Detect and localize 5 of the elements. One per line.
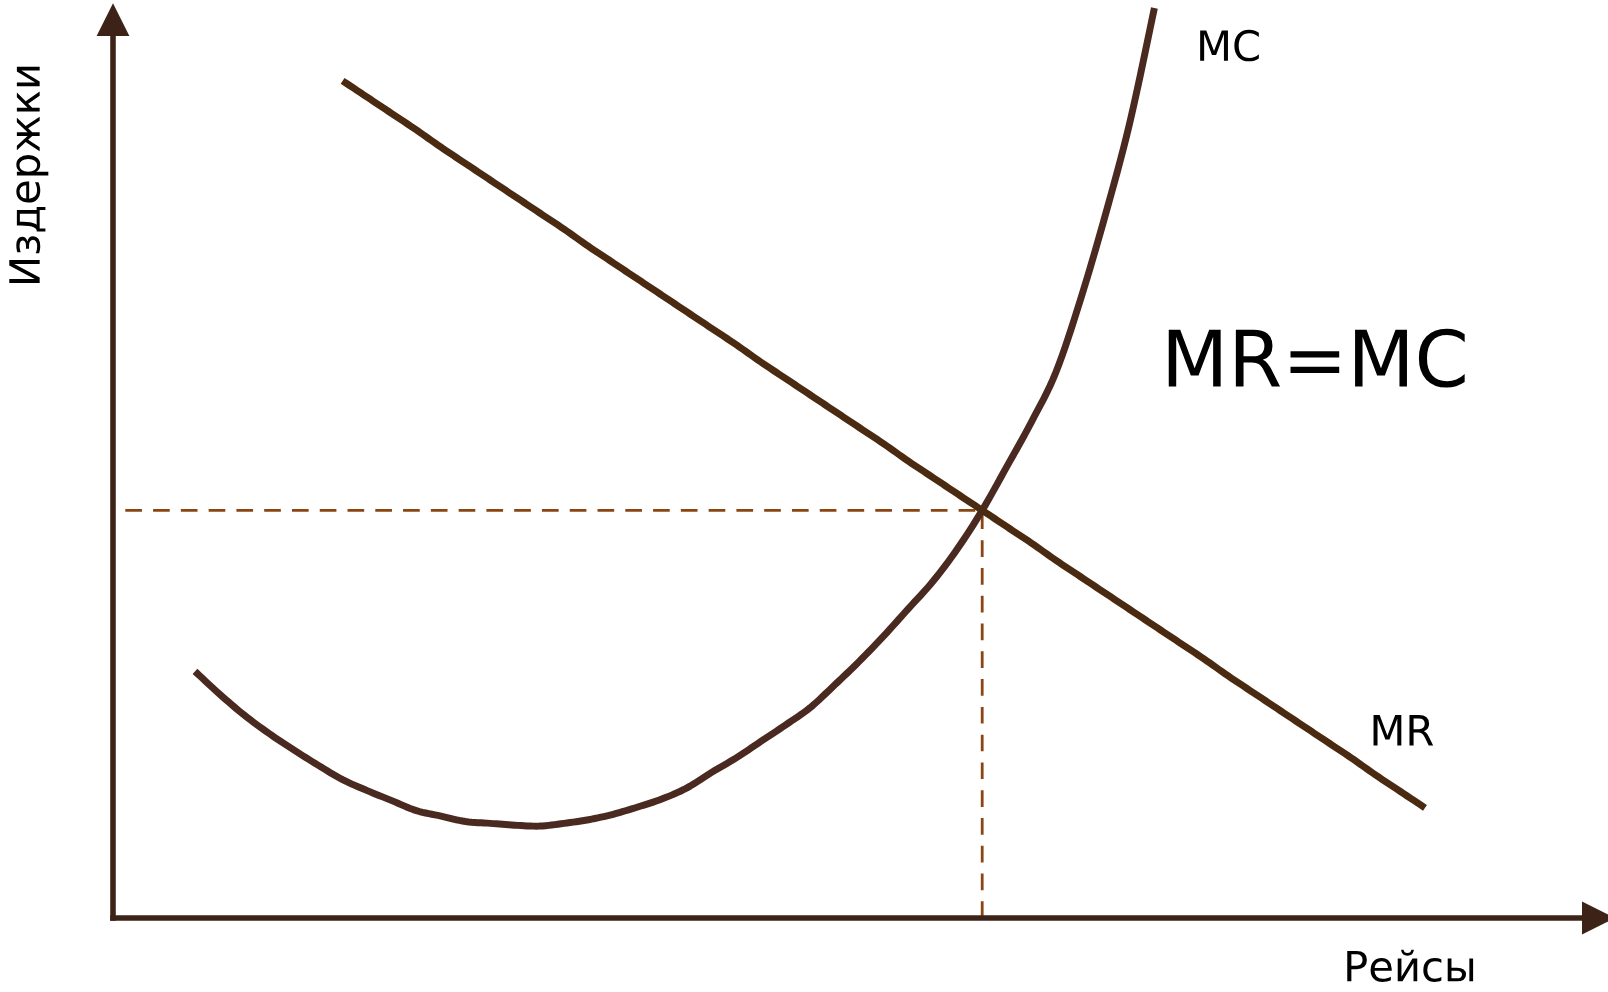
y-axis-title: Издержки	[9, 66, 49, 283]
series-label: MR	[1373, 715, 1434, 746]
x-axis-title: Рейсы	[1347, 949, 1474, 982]
annotation: MR=MC	[1168, 328, 1465, 388]
series-label: MC	[1200, 29, 1259, 62]
